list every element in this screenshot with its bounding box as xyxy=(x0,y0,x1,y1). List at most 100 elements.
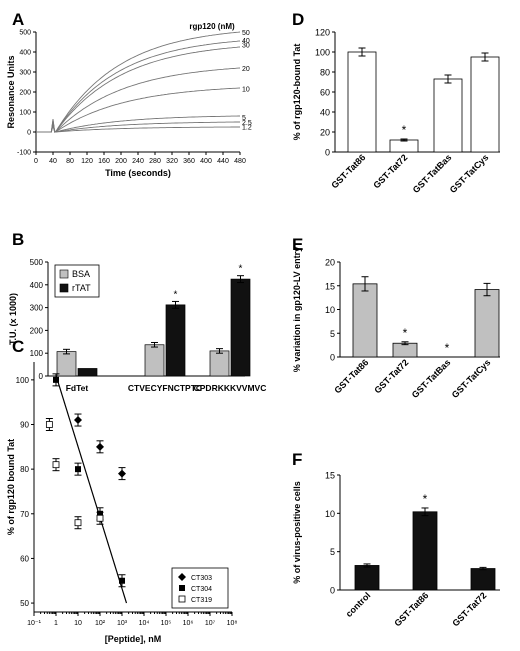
f-ytick-label: 5 xyxy=(330,547,335,557)
b-y-label: T.U. (x 1000) xyxy=(8,293,18,345)
d-ytick-label: 100 xyxy=(315,48,330,58)
b-significance-star: * xyxy=(174,289,178,300)
d-significance-star: * xyxy=(402,123,407,137)
a-xtick-label: 120 xyxy=(81,158,93,165)
d-ytick-label: 20 xyxy=(320,128,330,138)
a-legend-title: rgp120 (nM) xyxy=(189,22,235,31)
c-fit-line xyxy=(55,375,128,604)
f-ytick-label: 10 xyxy=(325,509,335,519)
c-point-CT304 xyxy=(75,466,81,473)
a-y-label: Resonance Units xyxy=(6,55,16,128)
a-series-line-5 xyxy=(36,115,240,133)
c-ytick-label: 80 xyxy=(20,465,29,474)
f-category-label: GST-Tat72 xyxy=(450,590,488,628)
c-point-CT303 xyxy=(96,442,104,451)
a-series-label: 2.5 xyxy=(242,120,252,127)
c-legend-marker-CT304 xyxy=(179,585,185,591)
a-ytick-label: -100 xyxy=(17,150,31,157)
d-ytick-label: 60 xyxy=(320,88,330,98)
b-category-label: FdTet xyxy=(66,383,89,393)
a-xtick-label: 280 xyxy=(149,158,161,165)
b-ytick-label: 400 xyxy=(30,281,44,290)
a-xtick-label: 200 xyxy=(115,158,127,165)
c-y-label: % of rgp120 bound Tat xyxy=(6,439,16,535)
d-y-label: % of rgp120-bound Tat xyxy=(292,44,302,141)
b-bar-BSA xyxy=(56,351,77,377)
d-ytick-label: 40 xyxy=(320,108,330,118)
a-series-label: 5 xyxy=(242,115,246,122)
c-ytick-label: 100 xyxy=(16,376,30,385)
b-ytick-label: 300 xyxy=(30,304,44,313)
a-series-label: 40 xyxy=(242,38,250,45)
e-y-label: % variation in gp120-LV entry xyxy=(292,247,302,372)
c-ytick-label: 70 xyxy=(20,510,29,519)
c-point-CT319 xyxy=(52,461,60,469)
d-ytick-label: 120 xyxy=(315,28,330,38)
a-series-line-30 xyxy=(36,46,241,133)
c-xtick-label: 10⁻¹ xyxy=(27,620,41,627)
a-series-line-2.5 xyxy=(36,119,240,133)
panel-letter-E: E xyxy=(292,235,303,254)
c-legend-label: CT303 xyxy=(191,575,212,582)
a-xtick-label: 440 xyxy=(217,158,229,165)
b-bar-rTAT xyxy=(230,278,251,377)
f-ytick-label: 15 xyxy=(325,471,335,481)
c-xtick-label: 10 xyxy=(74,620,82,627)
f-y-label: % of virus-positive cells xyxy=(292,481,302,584)
c-xtick-label: 10⁴ xyxy=(139,620,150,627)
b-legend-label: BSA xyxy=(72,269,90,279)
c-point-CT319 xyxy=(96,514,104,522)
c-xtick-label: 10² xyxy=(95,620,106,627)
b-ytick-label: 100 xyxy=(30,349,44,358)
panel-letter-D: D xyxy=(292,10,304,29)
e-category-label: GST-TatCys xyxy=(450,357,493,400)
b-ytick-label: 500 xyxy=(30,258,44,267)
c-point-CT304 xyxy=(53,376,59,383)
b-legend-label: rTAT xyxy=(72,283,91,293)
a-xtick-label: 0 xyxy=(34,158,38,165)
d-ytick-label: 0 xyxy=(325,148,330,158)
a-series-line-20 xyxy=(36,67,241,133)
e-ytick-label: 15 xyxy=(325,281,335,291)
f-bar xyxy=(470,568,496,591)
d-bar xyxy=(470,56,500,153)
c-point-CT303 xyxy=(74,416,82,425)
a-xtick-label: 40 xyxy=(49,158,57,165)
e-ytick-label: 20 xyxy=(325,258,335,268)
b-bar-BSA xyxy=(209,350,230,377)
e-significance-star: * xyxy=(445,341,450,355)
a-xtick-label: 400 xyxy=(200,158,212,165)
b-category-label: CPDRKKKVVMVC xyxy=(194,383,267,393)
c-xtick-label: 10³ xyxy=(117,620,128,627)
c-xtick-label: 1 xyxy=(54,620,58,627)
f-ytick-label: 0 xyxy=(330,586,335,596)
a-ytick-label: 0 xyxy=(27,130,31,137)
a-xtick-label: 320 xyxy=(166,158,178,165)
b-ytick-label: 200 xyxy=(30,326,44,335)
c-legend-label: CT304 xyxy=(191,586,212,593)
e-bar xyxy=(352,283,378,358)
e-ytick-label: 10 xyxy=(325,305,335,315)
c-xtick-label: 10⁵ xyxy=(161,620,172,627)
c-xtick-label: 10⁶ xyxy=(183,620,194,627)
d-bar xyxy=(389,139,419,153)
c-ytick-label: 60 xyxy=(20,554,29,563)
d-ytick-label: 80 xyxy=(320,68,330,78)
a-xtick-label: 360 xyxy=(183,158,195,165)
f-bar xyxy=(412,511,438,591)
c-legend-label: CT319 xyxy=(191,597,212,604)
panel-letter-B: B xyxy=(12,230,24,249)
a-ytick-label: 500 xyxy=(19,30,31,37)
b-significance-star: * xyxy=(239,264,243,275)
e-category-label: GST-Tat86 xyxy=(332,357,370,395)
panel-letter-F: F xyxy=(292,450,302,469)
a-xtick-label: 240 xyxy=(132,158,144,165)
a-series-line-10 xyxy=(36,87,241,133)
b-category-label: CTVECYFNCTPTC xyxy=(128,383,202,393)
e-ytick-label: 5 xyxy=(330,329,335,339)
e-ytick-label: 0 xyxy=(330,353,335,363)
b-bar-rTAT xyxy=(165,304,186,377)
d-bar xyxy=(347,51,377,153)
a-series-line-50 xyxy=(36,31,241,133)
